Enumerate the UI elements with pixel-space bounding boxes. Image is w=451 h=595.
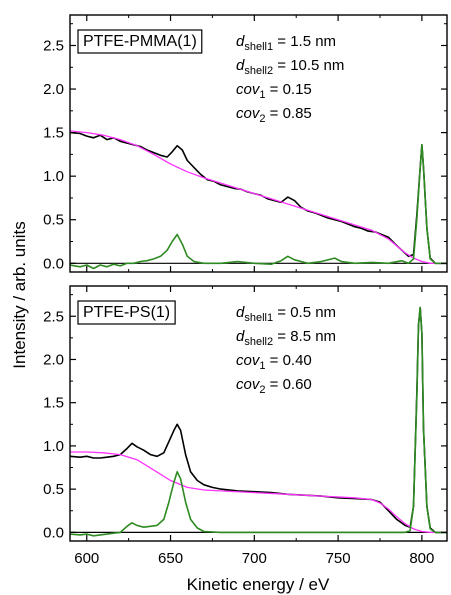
annotation-sub: 1: [259, 89, 265, 101]
annotation-line: dshell1 = 1.5 nm: [236, 33, 336, 53]
y-tick-label: 0.5: [43, 481, 64, 498]
annotation-value: = 0.60: [265, 376, 311, 393]
x-axis-title: Kinetic energy / eV: [187, 575, 330, 594]
annotation-value: = 0.85: [265, 105, 311, 122]
measured-curve: [70, 131, 447, 265]
annotation-sub: 2: [259, 113, 265, 125]
x-tick-label: 650: [158, 550, 183, 567]
annotation-line: cov2 = 0.60: [236, 376, 312, 396]
y-tick-label: 2.0: [43, 81, 64, 98]
y-tick-label: 2.5: [43, 37, 64, 54]
sample-label-box: [77, 29, 203, 54]
annotation-sub: 1: [259, 360, 265, 372]
annotation-sub: 2: [259, 384, 265, 396]
y-tick-label: 1.0: [43, 168, 64, 185]
residual-curve: [70, 144, 447, 270]
annotation-line: dshell1 = 0.5 nm: [236, 304, 336, 324]
annotation-var: cov: [236, 352, 261, 369]
annotation-var: d: [236, 33, 245, 50]
annotation-value: = 10.5 nm: [273, 57, 344, 74]
annotation-var: d: [236, 57, 245, 74]
y-tick-label: 1.5: [43, 125, 64, 142]
y-tick-label: 2.0: [43, 351, 64, 368]
sample-label: PTFE-PS(1): [83, 304, 170, 321]
annotation-value: = 0.5 nm: [273, 304, 336, 321]
annotation-value: = 0.40: [265, 352, 311, 369]
y-tick-label: 0.0: [43, 524, 64, 541]
panel-2: 0.00.51.01.52.02.5 PTFE-PS(1) dshell1 = 0.…: [43, 285, 448, 542]
plot-frame: [69, 14, 448, 273]
panel-1: 0.00.51.01.52.02.5 PTFE-PMMA(1) dshell1 = …: [43, 14, 448, 273]
annotation-value: = 0.15: [265, 81, 311, 98]
annotation-var: d: [236, 304, 245, 321]
y-tick-label: 2.5: [43, 308, 64, 325]
y-tick-label: 0.5: [43, 212, 64, 229]
sample-label: PTFE-PMMA(1): [83, 33, 197, 50]
annotation-line: dshell2 = 8.5 nm: [236, 328, 336, 348]
annotation-line: cov1 = 0.40: [236, 352, 312, 372]
annotation-line: cov2 = 0.85: [236, 105, 312, 125]
y-tick-label: 1.5: [43, 395, 64, 412]
fit-curve: [70, 451, 447, 534]
annotation-sub: shell1: [244, 312, 273, 324]
annotation-value: = 1.5 nm: [273, 33, 336, 50]
residual-curve: [70, 306, 447, 537]
annotation-var: cov: [236, 376, 261, 393]
x-tick-label: 750: [326, 550, 351, 567]
annotation-line: cov1 = 0.15: [236, 81, 312, 101]
annotation-var: cov: [236, 105, 261, 122]
annotation-sub: shell2: [244, 65, 273, 77]
annotation-line: dshell2 = 10.5 nm: [236, 57, 344, 77]
y-tick-label: 0.0: [43, 255, 64, 272]
sample-label-box: [77, 300, 176, 325]
x-tick-label: 600: [74, 550, 99, 567]
annotation-sub: shell1: [244, 41, 273, 53]
x-tick-label: 800: [409, 550, 434, 567]
annotation-value: = 8.5 nm: [273, 328, 336, 345]
x-tick-label: 700: [242, 550, 267, 567]
fit-curve: [70, 130, 447, 264]
y-tick-label: 1.0: [43, 438, 64, 455]
annotation-var: cov: [236, 81, 261, 98]
annotation-var: d: [236, 328, 245, 345]
plot-frame: [69, 285, 448, 542]
y-axis-title: Intensity / arb. units: [10, 221, 29, 368]
annotation-sub: shell2: [244, 336, 273, 348]
